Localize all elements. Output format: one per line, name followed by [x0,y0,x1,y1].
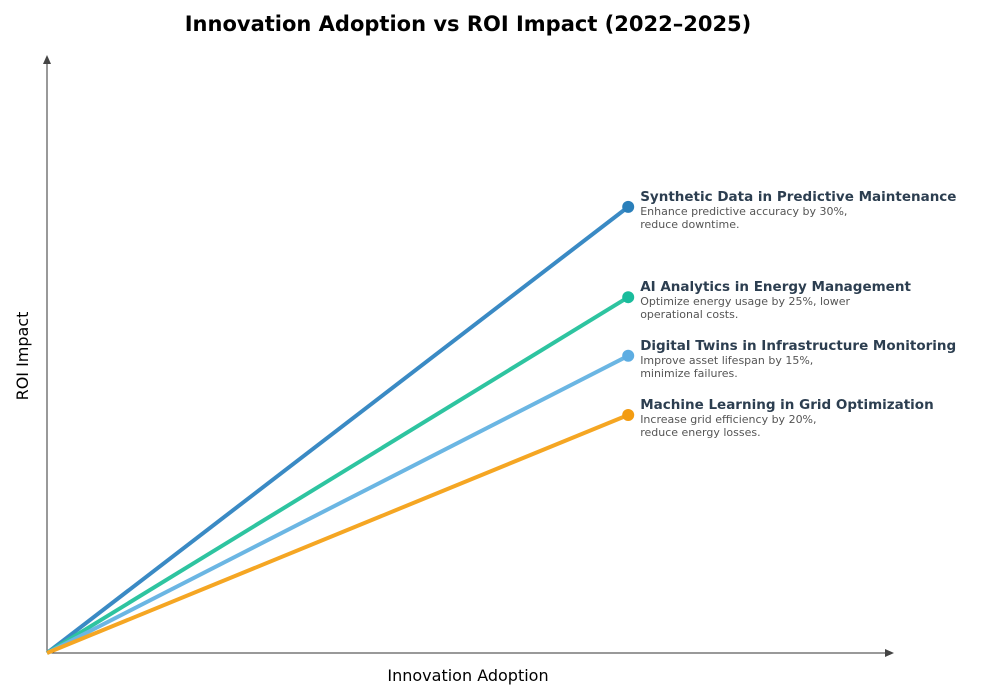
series-endpoint-3 [622,408,635,421]
series-label-1: AI Analytics in Energy Management [640,279,911,295]
x-axis-arrow-icon [885,649,894,657]
chart-title: Innovation Adoption vs ROI Impact (2022–… [185,12,752,36]
series-line-2 [46,354,630,655]
series-label-2: Digital Twins in Infrastructure Monitori… [640,338,956,354]
series-description-1: Optimize energy usage by 25%, lower [640,295,850,308]
series-description-3: reduce energy losses. [640,426,760,439]
series-endpoint-2 [622,349,635,362]
x-axis-label: Innovation Adoption [387,666,548,685]
y-axis-label: ROI Impact [13,312,32,401]
series-line-1 [45,295,630,655]
series-endpoint-1 [622,291,635,304]
series-line-3 [46,413,629,655]
series-description-0: reduce downtime. [640,218,739,231]
series-description-1: operational costs. [640,308,738,321]
series-endpoint-0 [622,200,635,213]
series-description-0: Enhance predictive accuracy by 30%, [640,205,847,218]
series-description-2: Improve asset lifespan by 15%, [640,354,813,367]
series-description-2: minimize failures. [640,367,738,380]
series-line-0 [45,205,630,655]
y-axis-arrow-icon [43,55,51,64]
series-label-3: Machine Learning in Grid Optimization [640,397,934,413]
series-label-0: Synthetic Data in Predictive Maintenance [640,189,956,205]
series-description-3: Increase grid efficiency by 20%, [640,413,816,426]
